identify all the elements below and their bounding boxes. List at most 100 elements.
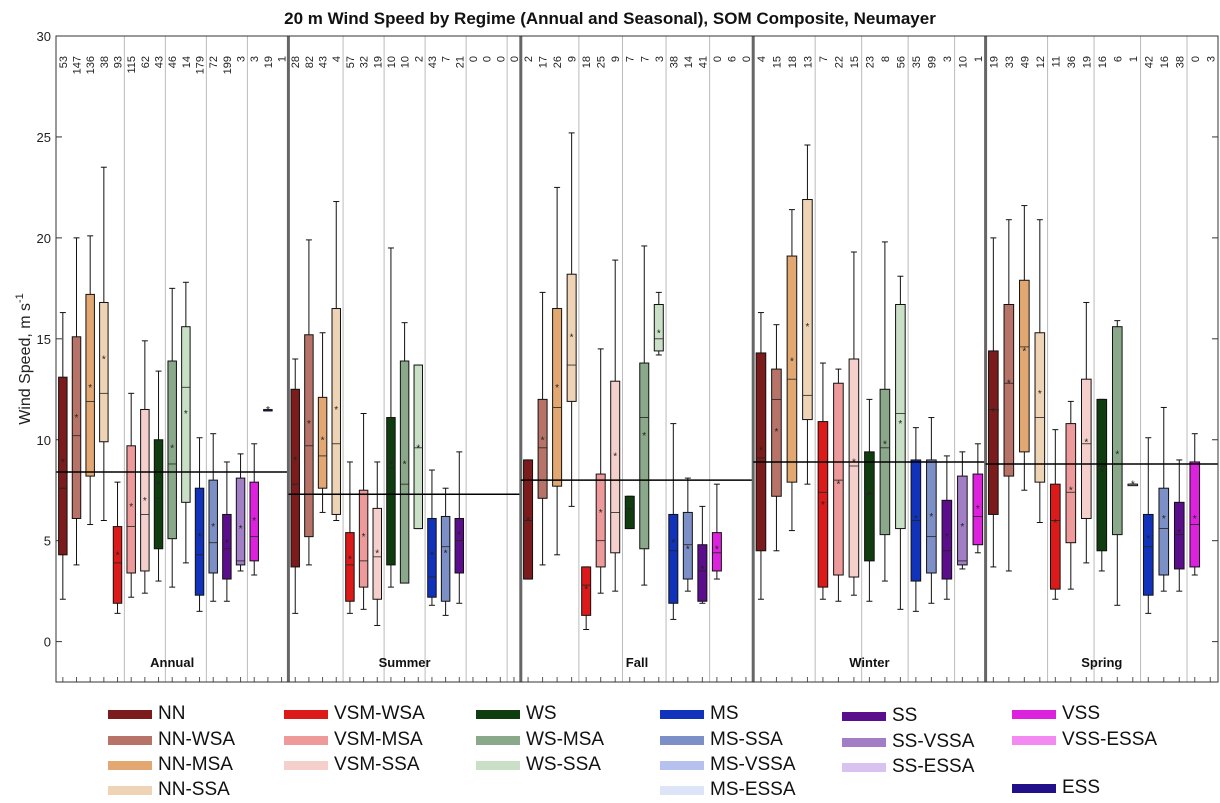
box-mean-marker: * [945, 532, 949, 543]
legend-swatch [660, 735, 704, 745]
legend-swatch [108, 709, 152, 719]
legend-item-ss-vssa: SS-VSSA [842, 730, 974, 754]
count-label: 72 [208, 56, 220, 68]
plot-frame [55, 35, 1219, 683]
panel-label: Fall [626, 655, 648, 670]
legend-label: VSM-SSA [334, 754, 420, 775]
box-mean-marker: * [102, 355, 106, 366]
count-label: 8 [880, 56, 892, 62]
box-mean-marker: * [389, 459, 393, 470]
legend-label: VSM-MSA [334, 729, 423, 750]
count-label: 23 [864, 56, 876, 68]
legend-item-vsm-msa: VSM-MSA [284, 728, 423, 752]
legend-swatch [660, 709, 704, 719]
legend-label: WS-MSA [526, 729, 605, 750]
count-label: 25 [596, 56, 608, 68]
box-mean-marker: * [1007, 379, 1011, 390]
box-iqr [386, 417, 396, 566]
legend-label: MS-ESSA [710, 779, 796, 800]
box-iqr [566, 273, 577, 402]
count-label: 7 [639, 56, 651, 62]
box-iqr [208, 479, 218, 574]
box-mean-marker: * [929, 512, 933, 523]
count-label: 16 [1159, 56, 1171, 68]
y-tick-label: 20 [37, 231, 51, 246]
legend-item-vsm-wsa: VSM-WSA [284, 702, 425, 726]
box-mean-marker: * [1022, 346, 1026, 357]
box-mean-marker: * [613, 451, 617, 462]
legend-item-vss-essa: VSS-ESSA [1012, 728, 1157, 752]
box-iqr [222, 513, 232, 580]
box-mean-marker: * [430, 550, 434, 561]
count-label: 19 [263, 56, 275, 68]
box-iqr [595, 473, 606, 568]
legend-item-ws-ssa: WS-SSA [476, 753, 601, 777]
legend-label: WS-SSA [526, 754, 601, 775]
box-mean-marker: * [1146, 534, 1150, 545]
count-label: 38 [99, 56, 111, 68]
box-mean-marker: * [570, 332, 574, 343]
box-mean-marker: * [657, 328, 661, 339]
count-label: 199 [222, 56, 234, 74]
box-mean-marker: * [686, 544, 690, 555]
count-label: 10 [386, 56, 398, 68]
box-mean-marker: * [883, 439, 887, 450]
box-iqr [1019, 279, 1030, 453]
y-tick-label: 5 [44, 534, 51, 549]
box-iqr [1142, 513, 1154, 596]
count-label: 3 [654, 56, 666, 62]
box-mean-marker: * [836, 480, 840, 491]
box-iqr [895, 303, 906, 530]
count-label: 15 [771, 56, 783, 68]
y-tick-label: 0 [44, 635, 51, 650]
box-iqr [1158, 487, 1170, 576]
legend-item-vss: VSS [1012, 702, 1100, 726]
box-mean-marker: * [555, 383, 559, 394]
chart-title: 20 m Wind Speed by Regime (Annual and Se… [284, 9, 936, 28]
legend-item-ms: MS [660, 702, 739, 726]
count-label: 32 [359, 56, 371, 68]
box-iqr [1003, 303, 1015, 477]
box-mean-marker: * [403, 459, 407, 470]
legend: NN NN-WSA NN-MSA NN-SSA VSM-WSA VSM-MSA … [0, 690, 1220, 803]
box-mean-marker: * [239, 524, 243, 535]
box-mean-marker: * [715, 544, 719, 555]
box-iqr [413, 364, 424, 530]
box-iqr [941, 499, 953, 580]
box-iqr [988, 350, 999, 515]
legend-label: MS-SSA [710, 729, 783, 750]
count-label: 42 [1143, 56, 1155, 68]
legend-label: MS [710, 703, 739, 724]
box-mean-marker: * [628, 506, 632, 517]
box-iqr [345, 532, 355, 602]
legend-item-nn-msa: NN-MSA [108, 753, 233, 777]
box-mean-marker: * [307, 419, 311, 430]
legend-swatch [1012, 709, 1056, 719]
box-iqr [610, 380, 621, 554]
box-mean-marker: * [976, 504, 980, 515]
legend-swatch [660, 760, 704, 770]
box-iqr [639, 362, 650, 550]
legend-swatch [842, 711, 886, 721]
box-iqr [786, 255, 798, 483]
box-mean-marker: * [991, 407, 995, 418]
box-iqr [304, 334, 314, 538]
box-iqr [454, 517, 465, 574]
box-iqr [1173, 501, 1185, 570]
box-mean-marker: * [852, 457, 856, 468]
box-iqr [802, 199, 813, 421]
box-mean-marker: * [457, 530, 461, 541]
box-iqr [58, 376, 68, 556]
count-label: 0 [1190, 56, 1202, 62]
box-iqr [771, 368, 782, 497]
box-iqr [817, 421, 829, 588]
box-iqr [1081, 378, 1092, 519]
box-iqr [581, 566, 592, 616]
box-iqr [440, 515, 451, 602]
box-mean-marker: * [960, 522, 964, 533]
count-label: 147 [72, 56, 84, 74]
box-iqr [523, 459, 534, 580]
count-label: 179 [195, 56, 207, 74]
box-mean-marker: * [143, 496, 147, 507]
legend-item-ms-ssa: MS-SSA [660, 728, 783, 752]
